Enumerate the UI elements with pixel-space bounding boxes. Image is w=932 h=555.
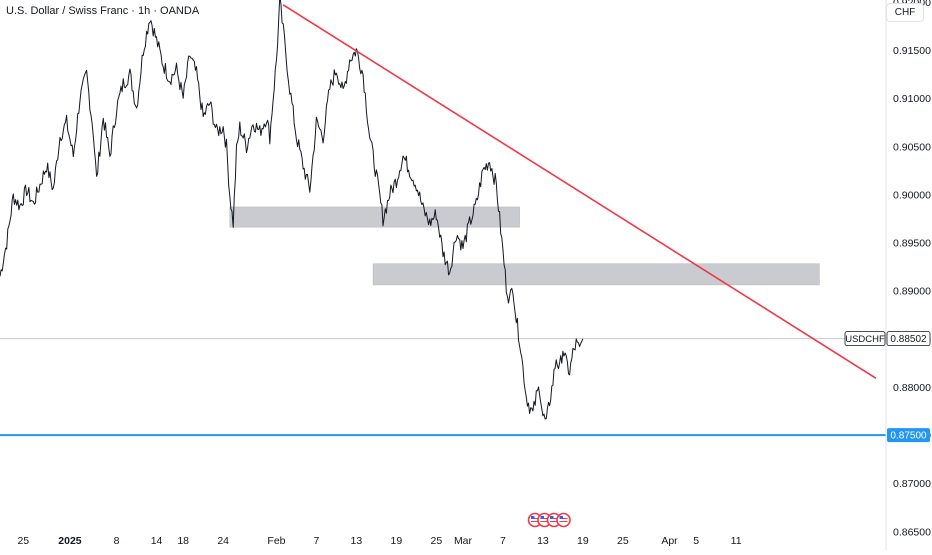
x-tick-label: 25 — [430, 535, 442, 547]
x-tick-label: 14 — [151, 535, 163, 547]
x-tick-label: 5 — [693, 535, 699, 547]
price-axis: 0.865000.870000.875000.880000.885000.890… — [885, 0, 931, 550]
horizontal-lines — [0, 338, 886, 437]
y-tick-label: 0.86500 — [893, 526, 931, 538]
x-tick-label: 8 — [114, 535, 120, 547]
x-tick-label: 7 — [314, 535, 320, 547]
x-tick-label: 25 — [617, 535, 629, 547]
supply-zone[interactable] — [229, 206, 520, 228]
trendline[interactable] — [282, 4, 877, 379]
price-line — [0, 0, 584, 420]
x-tick-label: Apr — [661, 535, 678, 547]
x-tick-label: Feb — [267, 535, 285, 547]
current-price-badge — [886, 331, 931, 347]
us-flag-event-icon[interactable] — [556, 512, 571, 528]
trendline-layer — [282, 4, 877, 379]
y-tick-label: 0.91000 — [893, 93, 931, 105]
flag-canton — [540, 516, 544, 519]
x-tick-label: 13 — [351, 535, 363, 547]
symbol-badge-label: USDCHF — [845, 334, 885, 345]
y-tick-label: 0.89500 — [893, 238, 931, 250]
support-price-value: 0.87500 — [890, 431, 927, 442]
chart-title: U.S. Dollar / Swiss Franc · 1h · OANDA — [6, 5, 200, 17]
flag-canton — [559, 516, 563, 519]
currency-button[interactable]: CHF — [886, 3, 924, 22]
x-tick-label: 25 — [17, 535, 29, 547]
y-tick-label: 0.90500 — [893, 141, 931, 153]
time-axis: 25 2025 8 14 18 24 Feb 7 13 19 25 Mar 7 13 19 25 Apr 5 11 — [17, 535, 741, 547]
symbol-badge — [844, 331, 886, 347]
price-labels: USDCHF 0.88502 0.87500 — [844, 331, 931, 443]
price-series-layer — [0, 0, 584, 420]
current-price-value: 0.88502 — [890, 334, 927, 345]
x-tick-label: 19 — [577, 535, 589, 547]
y-tick-label: 0.88000 — [893, 382, 931, 394]
y-tick-label: 0.91500 — [893, 45, 931, 57]
x-tick-label: 18 — [177, 535, 189, 547]
x-tick-label: 7 — [500, 535, 506, 547]
x-tick-label: 24 — [217, 535, 229, 547]
x-tick-label: 19 — [391, 535, 403, 547]
support-price-badge — [887, 428, 930, 443]
flag-canton — [531, 516, 535, 519]
x-tick-label: 2025 — [58, 535, 82, 547]
y-tick-label: 0.90000 — [893, 189, 931, 201]
x-tick-label: Mar — [454, 535, 473, 547]
flag-canton — [550, 516, 554, 519]
supply-zones — [229, 206, 820, 286]
supply-zone[interactable] — [372, 263, 820, 286]
x-tick-label: 13 — [537, 535, 549, 547]
x-tick-label: 11 — [731, 535, 742, 547]
y-tick-label: 0.87000 — [893, 478, 931, 490]
y-tick-label: 0.89000 — [893, 286, 931, 298]
economic-events — [527, 512, 571, 528]
